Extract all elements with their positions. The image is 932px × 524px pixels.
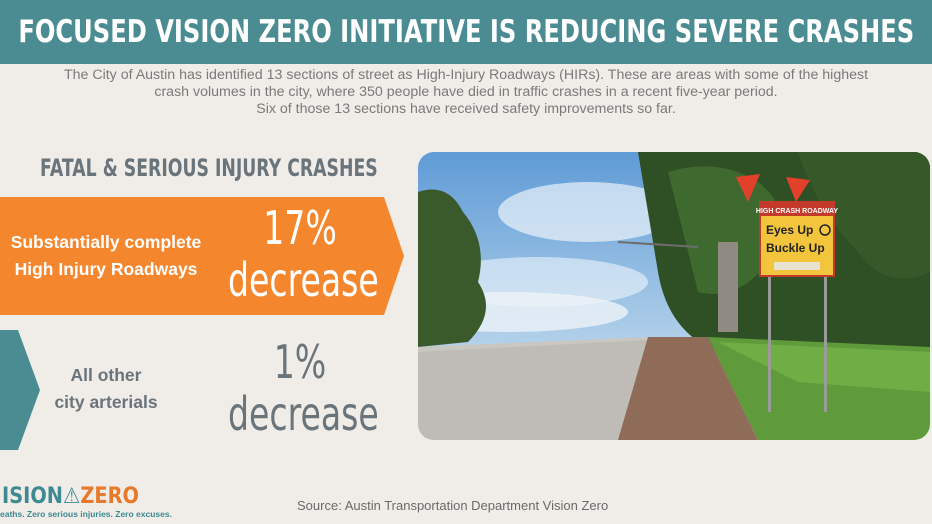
hir-percent: 17%: [263, 201, 337, 255]
hir-label-line: Substantially complete: [10, 232, 202, 252]
hir-label: Substantially complete High Injury Roadw…: [0, 229, 212, 283]
logo-tagline: eaths. Zero serious injuries. Zero excus…: [0, 509, 172, 519]
intro-line: Six of those 13 sections have received s…: [256, 101, 676, 117]
intro-line: crash volumes in the city, where 350 peo…: [154, 84, 778, 100]
road-photo: HIGH CRASH ROADWAY Eyes Up Buckle Up: [418, 152, 930, 440]
arterials-label: All other city arterials: [40, 362, 172, 416]
page-title: FOCUSED VISION ZERO INITIATIVE IS REDUCI…: [18, 14, 914, 50]
source-note: Source: Austin Transportation Department…: [297, 498, 609, 513]
no-phone-icon: [819, 224, 831, 236]
arterials-stat: 1% decrease: [228, 335, 379, 441]
logo-word: ISION: [2, 484, 64, 509]
hir-stat: 17% decrease: [228, 201, 379, 307]
arterials-band: [0, 330, 40, 450]
sign-title: HIGH CRASH ROADWAY: [756, 208, 839, 215]
vision-zero-logo: ISION⚠ZERO: [2, 484, 139, 509]
intro-line: The City of Austin has identified 13 sec…: [63, 67, 869, 83]
sign-line: Buckle Up: [766, 241, 825, 255]
sign-line: Eyes Up: [766, 223, 813, 237]
section-title: FATAL & SERIOUS INJURY CRASHES: [40, 154, 378, 182]
arterials-label-line: city arterials: [54, 392, 158, 412]
intro-paragraph: The City of Austin has identified 13 sec…: [20, 67, 912, 118]
hir-label-line: High Injury Roadways: [14, 259, 198, 279]
arterials-percent: 1%: [273, 335, 327, 389]
hir-change-word: decrease: [228, 253, 379, 307]
hir-band: [0, 197, 404, 315]
logo-word: ZERO: [80, 484, 140, 509]
walker-icon: ⚠: [63, 484, 81, 509]
arterials-label-line: All other: [70, 365, 142, 385]
arterials-change-word: decrease: [228, 387, 379, 441]
title-banner: FOCUSED VISION ZERO INITIATIVE IS REDUCI…: [0, 0, 932, 64]
